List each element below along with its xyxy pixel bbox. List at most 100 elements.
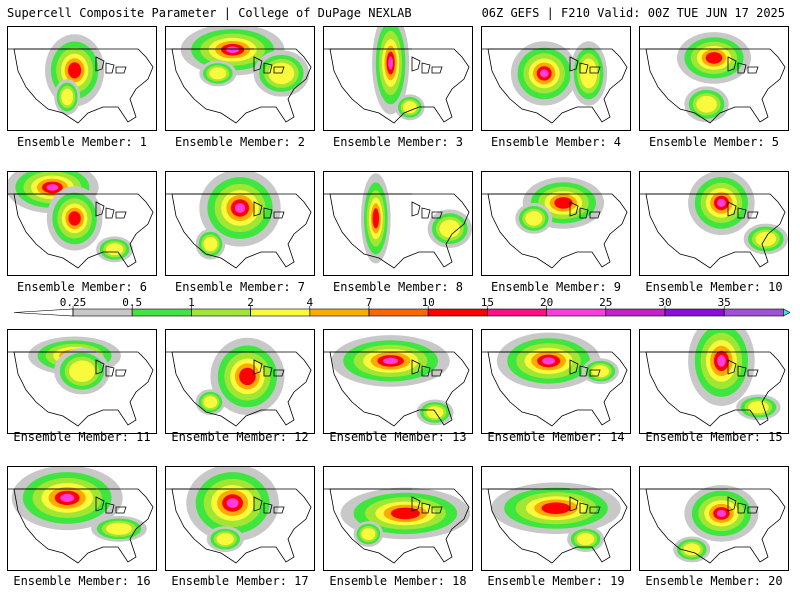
legend-swatch (487, 308, 547, 317)
scp-contour (209, 67, 227, 80)
map-svg (640, 32, 786, 124)
scp-field (28, 336, 121, 395)
member-label: Ensemble Member: 17 (171, 574, 309, 588)
scp-field (515, 177, 605, 234)
legend-under-arrow (14, 308, 74, 317)
ensemble-member-map[interactable] (323, 466, 473, 571)
map-svg (166, 172, 312, 269)
scp-field (11, 467, 147, 542)
scp-field (688, 330, 781, 421)
map-svg (166, 337, 312, 427)
us-outline (329, 48, 470, 124)
map-svg (8, 336, 154, 427)
map-svg (324, 27, 470, 124)
scp-contour (748, 401, 769, 414)
member-label: Ensemble Member: 15 (645, 430, 783, 444)
us-outline (13, 488, 154, 564)
great-lakes (95, 56, 127, 74)
great-lakes (727, 201, 759, 219)
legend-tick-label: 0.25 (59, 296, 87, 309)
member-label: Ensemble Member: 11 (13, 430, 151, 444)
map-svg (8, 172, 154, 269)
us-outline (645, 193, 786, 269)
ensemble-member-map[interactable] (165, 26, 315, 131)
member-label: Ensemble Member: 14 (487, 430, 625, 444)
legend-swatch (427, 308, 488, 317)
scp-contour (577, 533, 595, 546)
legend-tick-label: 0.5 (122, 296, 143, 309)
member-label: Ensemble Member: 5 (648, 135, 780, 149)
scp-field (186, 467, 279, 552)
member-label: Ensemble Member: 13 (329, 430, 467, 444)
ensemble-member-map[interactable] (481, 26, 631, 131)
scp-field (372, 27, 425, 121)
scp-contour (539, 69, 549, 78)
great-lakes (569, 201, 601, 219)
scp-contour (361, 528, 376, 540)
scp-contour (106, 243, 124, 256)
scp-contour (554, 197, 573, 209)
great-lakes (253, 496, 285, 514)
scp-contour (390, 507, 420, 520)
member-label: Ensemble Member: 7 (174, 280, 306, 294)
ensemble-member-map[interactable] (7, 329, 157, 434)
ensemble-member-map[interactable] (165, 466, 315, 571)
member-label: Ensemble Member: 9 (490, 280, 622, 294)
great-lakes (95, 496, 127, 514)
great-lakes (253, 56, 285, 74)
scp-field (45, 34, 105, 115)
scp-contour (717, 198, 726, 207)
legend-swatch (605, 308, 666, 317)
us-outline (171, 351, 312, 427)
ensemble-member-map[interactable] (481, 466, 631, 571)
member-label: Ensemble Member: 3 (332, 135, 464, 149)
member-label: Ensemble Member: 20 (645, 574, 783, 588)
ensemble-member-map[interactable] (481, 329, 631, 434)
scp-field (496, 332, 619, 390)
us-outline (329, 488, 470, 564)
great-lakes (411, 496, 443, 514)
map-svg (8, 34, 154, 124)
ensemble-member-map[interactable] (7, 171, 157, 276)
legend-swatch (546, 308, 607, 317)
ensemble-member-map[interactable] (165, 329, 315, 434)
ensemble-member-map[interactable] (323, 329, 473, 434)
scp-contour (216, 533, 234, 546)
us-outline (329, 193, 470, 269)
scp-contour (61, 88, 74, 106)
map-svg (166, 467, 312, 564)
ensemble-member-map[interactable] (639, 26, 789, 131)
legend-tick-label: 10 (421, 296, 435, 309)
legend-tick-label: 15 (480, 296, 495, 309)
ensemble-member-map[interactable] (323, 171, 473, 276)
page-title: Supercell Composite Parameter | College … (7, 6, 412, 20)
member-label: Ensemble Member: 1 (16, 135, 148, 149)
scp-field (180, 27, 310, 97)
ensemble-member-map[interactable] (639, 466, 789, 571)
ensemble-member-map[interactable] (7, 26, 157, 131)
scp-contour (203, 236, 218, 252)
legend-tick-label: 7 (365, 296, 373, 309)
scp-contour (402, 101, 417, 114)
ensemble-member-map[interactable] (7, 466, 157, 571)
ensemble-member-map[interactable] (165, 171, 315, 276)
scp-contour (46, 184, 59, 191)
scp-field (677, 32, 751, 123)
ensemble-member-map[interactable] (639, 329, 789, 434)
great-lakes (727, 359, 759, 377)
map-svg (482, 482, 628, 564)
ensemble-member-map[interactable] (323, 26, 473, 131)
map-svg (324, 487, 471, 564)
color-legend: 0.25 0.5 1 2 4 7 10 15 20 25 30 35 (14, 296, 790, 320)
scp-contour (239, 367, 256, 386)
us-outline (645, 488, 786, 564)
scp-contour (439, 219, 461, 238)
scp-contour (372, 208, 380, 229)
ensemble-member-map[interactable] (481, 171, 631, 276)
great-lakes (569, 496, 601, 514)
ensemble-member-map[interactable] (639, 171, 789, 276)
member-label: Ensemble Member: 4 (490, 135, 622, 149)
scp-contour (683, 543, 701, 556)
scp-field (510, 41, 608, 106)
scp-field (361, 173, 472, 264)
